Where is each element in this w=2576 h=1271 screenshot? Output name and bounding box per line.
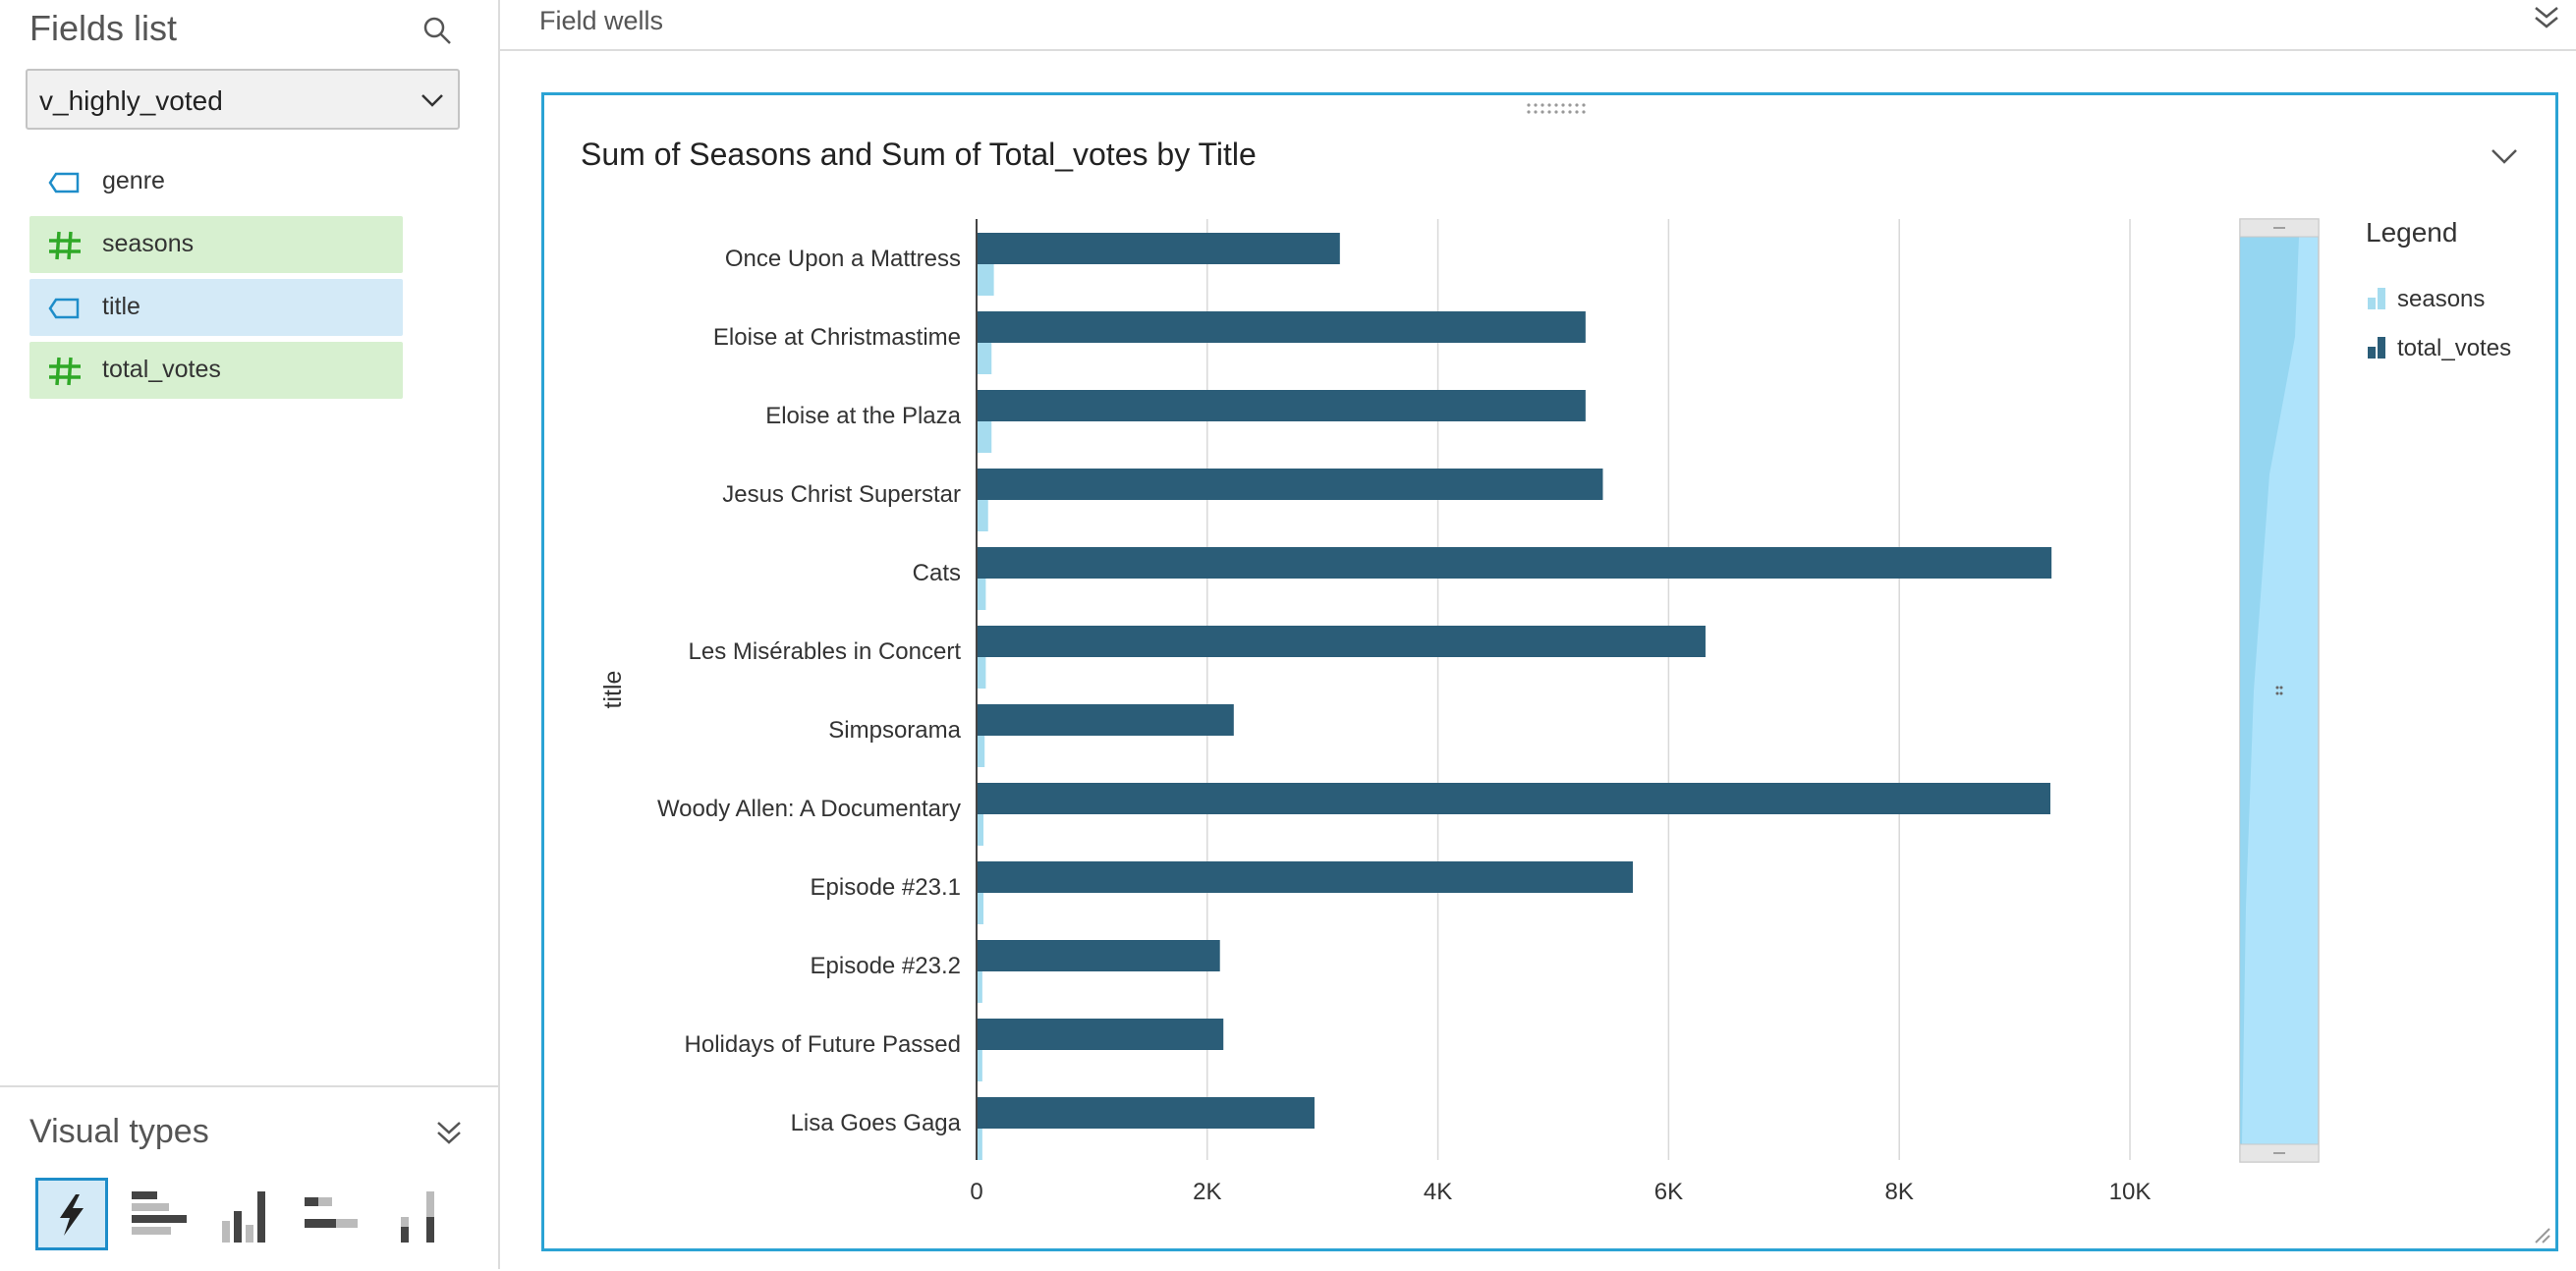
horizontal-bar-icon[interactable]	[122, 1178, 195, 1250]
y-axis-title: title	[599, 671, 627, 709]
visual-types-title: Visual types	[29, 1113, 209, 1150]
y-tick-label: Simpsorama	[828, 717, 961, 744]
fields-list-title: Fields list	[29, 8, 178, 48]
dimension-tag-icon	[47, 167, 83, 198]
scrollbar-sparkline	[2240, 237, 2299, 1144]
x-tick-label: 0	[970, 1179, 982, 1205]
bar-total-votes	[978, 940, 1220, 971]
bar-total-votes	[978, 1019, 1224, 1050]
bar-seasons	[978, 1050, 982, 1081]
vertical-bar-icon[interactable]	[208, 1178, 281, 1250]
bar-total-votes	[978, 626, 1706, 657]
chevron-down-icon	[419, 86, 446, 114]
dataset-name: v_highly_voted	[39, 85, 223, 116]
visual-title: Sum of Seasons and Sum of Total_votes by…	[581, 137, 1257, 172]
field-wells-bar[interactable]: Field wells	[500, 0, 2576, 51]
field-label: seasons	[102, 230, 195, 257]
bar-seasons	[978, 421, 992, 453]
legend-title: Legend	[2366, 217, 2458, 248]
bar-seasons	[978, 814, 984, 846]
bar-total-votes	[978, 311, 1586, 343]
y-tick-label: Episode #23.1	[811, 874, 961, 901]
autograph-icon[interactable]	[35, 1178, 108, 1250]
legend-bar-icon	[2366, 335, 2391, 360]
y-tick-label: Eloise at the Plaza	[765, 403, 961, 429]
bar-total-votes	[978, 469, 1603, 500]
resize-handle-icon[interactable]	[2530, 1223, 2551, 1244]
field-item-seasons[interactable]: seasons	[29, 216, 403, 273]
bar-total-votes	[978, 390, 1586, 421]
field-wells-label: Field wells	[539, 6, 664, 35]
bar-seasons	[978, 1129, 982, 1160]
visual-types-panel: Visual types	[0, 1085, 498, 1271]
stacked-horizontal-bar-icon[interactable]	[295, 1178, 367, 1250]
bar-seasons	[978, 736, 985, 767]
y-tick-label: Woody Allen: A Documentary	[657, 796, 961, 822]
scrollbar-grip-dot	[2279, 686, 2283, 690]
bar-total-votes	[978, 783, 2050, 814]
field-item-genre[interactable]: genre	[29, 153, 403, 210]
field-label: total_votes	[102, 356, 221, 383]
bar-seasons	[978, 500, 988, 531]
x-tick-label: 10K	[2109, 1179, 2152, 1205]
scrollbar-grip-dot	[2279, 691, 2283, 695]
bar-total-votes	[978, 233, 1340, 264]
y-tick-label: Cats	[913, 560, 961, 586]
bar-seasons	[978, 893, 984, 924]
y-tick-label: Lisa Goes Gaga	[791, 1110, 962, 1136]
y-tick-label: Les Misérables in Concert	[689, 638, 962, 665]
visual-menu-chevron-icon[interactable]	[2487, 138, 2522, 174]
bar-total-votes	[978, 547, 2052, 579]
bar-seasons	[978, 579, 986, 610]
x-tick-label: 6K	[1654, 1179, 1683, 1205]
bar-total-votes	[978, 861, 1634, 893]
double-chevron-down-icon[interactable]	[2531, 4, 2562, 35]
field-label: title	[102, 293, 140, 320]
y-tick-label: Eloise at Christmastime	[713, 324, 961, 351]
measure-hash-icon	[47, 230, 83, 261]
scrollbar-grip-dot	[2275, 686, 2279, 690]
legend-bar-icon	[2366, 286, 2391, 311]
scrollbar-grip-dot	[2275, 691, 2279, 695]
y-tick-label: Episode #23.2	[811, 953, 961, 979]
y-tick-label: Jesus Christ Superstar	[722, 481, 961, 508]
bar-seasons	[978, 264, 994, 296]
dimension-tag-icon	[47, 293, 83, 324]
search-icon[interactable]	[420, 14, 454, 47]
bar-seasons	[978, 657, 986, 689]
stacked-vertical-bar-icon[interactable]	[381, 1178, 454, 1250]
field-item-title[interactable]: title	[29, 279, 403, 336]
field-label: genre	[102, 167, 165, 194]
drag-handle-icon[interactable]	[1525, 101, 1588, 117]
visual-card[interactable]: Sum of Seasons and Sum of Total_votes by…	[541, 92, 2558, 1251]
legend-label: total_votes	[2397, 335, 2512, 361]
bar-total-votes	[978, 1097, 1315, 1129]
legend-label: seasons	[2397, 286, 2486, 312]
y-tick-label: Once Upon a Mattress	[725, 246, 961, 272]
measure-hash-icon	[47, 356, 83, 387]
double-chevron-down-icon[interactable]	[432, 1117, 466, 1150]
bar-seasons	[978, 343, 992, 374]
y-tick-label: Holidays of Future Passed	[685, 1031, 961, 1058]
bar-seasons	[978, 971, 982, 1003]
field-item-total-votes[interactable]: total_votes	[29, 342, 403, 399]
x-tick-label: 4K	[1424, 1179, 1452, 1205]
x-tick-label: 2K	[1193, 1179, 1221, 1205]
dataset-select[interactable]: v_highly_voted	[26, 69, 460, 130]
bar-total-votes	[978, 704, 1234, 736]
fields-panel: Fields list v_highly_voted genre seasons…	[0, 0, 500, 1269]
x-tick-label: 8K	[1885, 1179, 1914, 1205]
bar-chart: Once Upon a Mattress Eloise at Christmast…	[599, 218, 2320, 1205]
